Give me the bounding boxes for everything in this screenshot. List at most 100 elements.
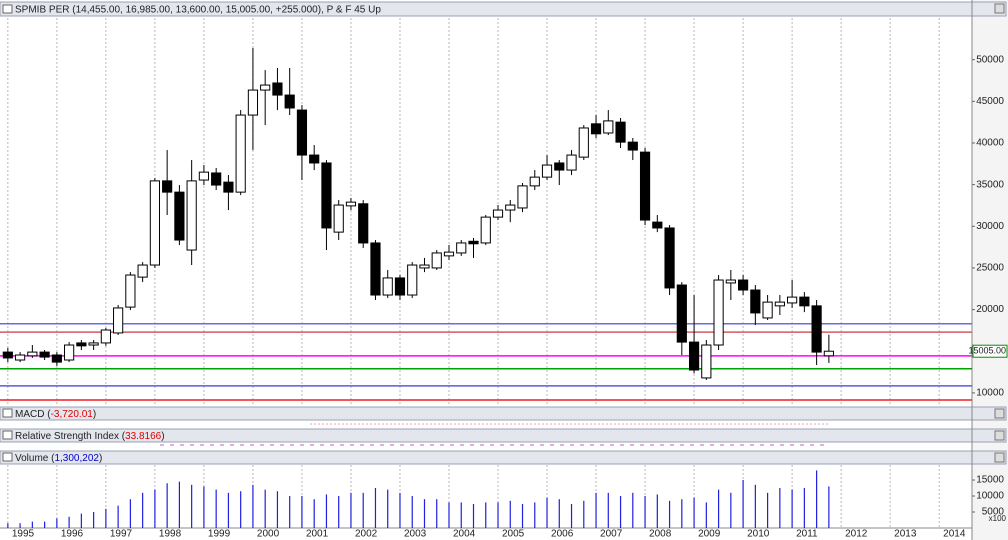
candle-body	[272, 82, 283, 96]
candle-body	[211, 172, 222, 186]
volume-bar	[240, 491, 242, 528]
volume-bar	[289, 496, 291, 528]
candle-body	[186, 180, 197, 251]
volume-bar	[644, 496, 646, 528]
volume-bar	[264, 489, 266, 528]
candle-body	[627, 141, 638, 151]
candle-body	[174, 191, 185, 241]
x-tick-label: 1997	[110, 529, 133, 540]
x-tick-label: 2014	[943, 529, 966, 540]
candle-body	[162, 180, 173, 193]
x-tick-label: 2013	[894, 529, 917, 540]
volume-bar	[68, 516, 70, 528]
x-tick-label: 1995	[12, 529, 35, 540]
candle-body	[309, 154, 320, 164]
panel-button[interactable]	[994, 3, 1005, 14]
candle-body	[492, 209, 504, 218]
volume-bar	[448, 502, 450, 528]
volume-bar	[301, 496, 303, 528]
volume-bar	[411, 496, 413, 528]
candle-body	[456, 242, 467, 254]
y-tick-label: 15000	[976, 475, 1004, 486]
title-bar	[0, 428, 1007, 443]
candle-body	[88, 342, 99, 346]
panel-title-part: 33.8166	[125, 431, 162, 442]
volume-bar	[423, 499, 426, 528]
panel-button[interactable]	[994, 452, 1005, 463]
candle-body	[590, 123, 602, 135]
panel-icon	[2, 408, 13, 418]
panel-button[interactable]	[994, 430, 1005, 441]
volume-bar	[668, 500, 671, 528]
volume-bar	[472, 504, 475, 528]
candle-body	[615, 121, 626, 143]
title-bar	[0, 406, 1007, 421]
title-bar	[0, 1, 1007, 17]
x-tick-label: 2011	[796, 529, 818, 540]
y-tick-label: 45000	[976, 96, 1004, 107]
volume-bar	[31, 521, 33, 528]
volume-bar	[215, 489, 217, 528]
volume-bar	[583, 500, 585, 528]
volume-bar	[178, 481, 181, 528]
volume-bar	[105, 508, 107, 528]
volume-bar	[80, 513, 82, 528]
candle-body	[787, 296, 798, 304]
candle-body	[762, 301, 773, 319]
candle-body	[529, 176, 540, 187]
candle-body	[541, 164, 553, 178]
volume-bar	[7, 523, 9, 528]
candle-body	[321, 162, 332, 229]
candle-body	[247, 89, 259, 116]
last-price-box	[972, 344, 1008, 358]
candle-body	[431, 252, 442, 269]
candle-body	[296, 109, 308, 156]
panel-title-part: )	[161, 431, 164, 442]
candle-body	[15, 354, 26, 361]
candle-body	[137, 264, 148, 278]
panel-title-part: Volume (	[15, 453, 55, 464]
volume-bar	[203, 486, 205, 528]
candle-body	[100, 329, 111, 344]
candle-body	[51, 354, 62, 363]
panel-title-part: 1,300,202	[54, 453, 99, 464]
volume-bar	[767, 492, 769, 528]
y-tick-label: 35000	[976, 179, 1004, 190]
title-bar	[0, 450, 1007, 465]
volume-bar	[521, 504, 524, 528]
volume-bar	[509, 500, 511, 528]
volume-bar	[436, 499, 438, 528]
x-tick-label: 2001	[306, 529, 329, 540]
candle-body	[578, 127, 589, 158]
panel-title-part: MACD (	[15, 409, 51, 420]
volume-bar	[656, 494, 658, 528]
x-tick-label: 2007	[600, 529, 623, 540]
panel-title-part: -3,720.01	[51, 409, 94, 420]
volume-bar	[374, 488, 377, 528]
x-tick-label: 1998	[159, 529, 182, 540]
candle-body	[76, 342, 87, 347]
candle-body	[198, 171, 210, 181]
volume-bar	[534, 502, 536, 528]
x-tick-label: 2000	[257, 529, 280, 540]
volume-bar	[166, 483, 168, 528]
volume-bar	[497, 502, 499, 528]
volume-bar	[154, 489, 156, 528]
volume-bar	[828, 486, 830, 528]
candle-body	[358, 203, 369, 244]
candle-body	[774, 301, 785, 307]
panel-title-part: )	[93, 409, 96, 420]
candle-body	[235, 114, 246, 193]
candle-body	[652, 221, 663, 229]
panel-title: Relative Strength Index (33.8166)	[15, 431, 165, 442]
candle-body	[419, 264, 430, 269]
volume-bar	[632, 492, 634, 528]
candle-body	[737, 279, 749, 291]
volume-bar	[546, 497, 548, 528]
candle-body	[701, 344, 712, 379]
candle-body	[223, 181, 234, 193]
volume-bar	[56, 518, 58, 528]
panel-button[interactable]	[994, 408, 1005, 419]
chart-title: SPMIB PER (14,455.00, 16,985.00, 13,600.…	[15, 5, 381, 16]
x-tick-label: 2003	[404, 529, 427, 540]
